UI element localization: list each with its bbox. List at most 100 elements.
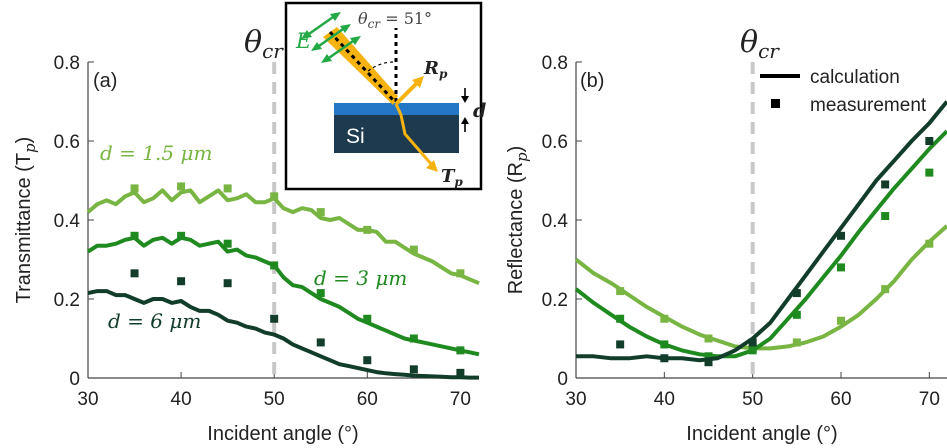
x-tick-label: 40 — [171, 389, 192, 410]
legend: calculation measurement — [760, 67, 927, 116]
inset-field-arrowhead-2a — [340, 24, 351, 33]
measurement-point — [704, 334, 713, 343]
crit-label-a-symbol: θ — [244, 25, 262, 60]
y-tick-label: 0.4 — [54, 211, 81, 232]
measurement-point — [316, 208, 325, 217]
measurement-point — [837, 231, 845, 240]
measurement-point — [130, 184, 139, 193]
measurement-point — [223, 279, 232, 288]
inset-angle-arc — [367, 61, 395, 72]
measurement-point — [837, 316, 845, 325]
y-tick-label: 0.4 — [542, 211, 569, 232]
y-tick-label: 0.2 — [54, 290, 80, 311]
y-tick-label: 0.6 — [542, 132, 568, 153]
measurement-point — [270, 314, 279, 323]
measurement-point — [409, 365, 418, 374]
inset-reflected-arrowhead — [412, 76, 424, 88]
series-label-d1: d = 1.5 μm — [100, 141, 212, 165]
panel-b-ylabel: Reflectance (Rp) — [505, 146, 531, 295]
x-tick-label: 60 — [830, 389, 851, 410]
measurement-point — [616, 314, 625, 323]
x-tick-label: 30 — [77, 389, 98, 410]
measurement-point — [660, 354, 669, 363]
measurement-point — [409, 334, 418, 343]
measurement-point — [177, 277, 186, 286]
measurement-point — [456, 346, 465, 355]
measurement-point — [925, 168, 934, 177]
panel-b-ylabel-sub: p — [513, 152, 531, 162]
x-tick-label: 60 — [357, 389, 378, 410]
measurement-point — [748, 346, 757, 355]
inset-rp-main: R — [423, 58, 439, 79]
inset-field-arrowhead-1b — [301, 30, 312, 39]
legend-calc-label: calculation — [810, 67, 900, 88]
inset-field-arrowhead-2b — [311, 42, 322, 51]
inset-rp-label: Rp — [423, 58, 448, 81]
series-label-d3: d = 6 μm — [108, 309, 201, 333]
measurement-point — [792, 338, 801, 347]
measurement-point — [704, 352, 713, 361]
measurement-point — [130, 231, 139, 240]
legend-meas-label: measurement — [810, 95, 927, 116]
panel-b: 30 40 50 60 70 0 0.2 0.4 0.6 0.8 (b) Incident ang… — [505, 53, 947, 445]
inset-tp-main: T — [441, 166, 456, 187]
measurement-point — [456, 269, 465, 278]
measurement-point — [748, 338, 757, 347]
panel-a-xlabel: Incident angle (°) — [207, 423, 358, 445]
inset-schematic: Si E θcr = 51° Rp Tp — [284, 1, 486, 191]
inset-frame — [284, 1, 483, 191]
inset-field-arrowheads — [301, 12, 361, 63]
measurement-point — [660, 314, 669, 323]
inset-theta-label: θcr = 51° — [358, 9, 432, 31]
inset-field-arrowhead-3a — [350, 36, 361, 45]
inset-field-arrow-1 — [305, 13, 337, 38]
measurement-point — [270, 261, 279, 270]
measurement-point — [837, 263, 845, 272]
y-tick-label: 0.8 — [542, 53, 568, 74]
panel-a-ylabel-sub: p — [21, 143, 39, 153]
series-label-d2: d = 3 μm — [314, 266, 407, 290]
measurement-point — [616, 340, 625, 349]
measurement-point — [660, 340, 669, 349]
inset-field-arrows — [305, 13, 357, 62]
inset-theta-sub: cr — [368, 17, 382, 31]
inset-coating-layer — [334, 103, 459, 115]
inset-rp-sub: p — [439, 67, 448, 81]
inset-tp-sub: p — [454, 175, 463, 189]
panel-b-xlabel: Incident angle (°) — [686, 423, 837, 445]
panel-a-ylabel: Transmittance (Tp) — [13, 137, 39, 304]
y-tick-label: 0.2 — [542, 290, 568, 311]
x-tick-label: 50 — [742, 389, 763, 410]
y-tick-label: 0.6 — [54, 132, 80, 153]
measurement-point — [363, 314, 372, 323]
y-tick-label: 0 — [69, 369, 80, 390]
inset-field-arrow-3 — [325, 37, 357, 62]
measurement-point — [130, 269, 139, 278]
measurement-point — [456, 368, 465, 377]
measurement-point — [270, 192, 279, 201]
panel-a-ylabel-end: ) — [13, 137, 35, 144]
measurement-point — [881, 212, 890, 221]
measurement-point — [409, 245, 418, 254]
y-tick-label: 0.8 — [54, 53, 80, 74]
inset-field-arrowhead-3b — [321, 54, 332, 63]
calc-curve-1 — [86, 188, 480, 286]
calc-curve-3 — [576, 100, 947, 363]
inset-si-label: Si — [346, 125, 365, 148]
measurement-point — [881, 180, 890, 189]
measurement-point — [177, 231, 186, 240]
crit-label-a: θcr — [244, 25, 284, 63]
measurement-point — [223, 184, 232, 193]
measurement-point — [925, 239, 934, 248]
x-tick-label: 30 — [565, 389, 586, 410]
calc-curve-2 — [574, 129, 947, 359]
measurement-point — [925, 137, 934, 145]
inset-transmitted-beam — [394, 103, 434, 166]
crit-label-b-sub: cr — [758, 39, 780, 63]
measurement-point — [316, 338, 325, 347]
inset-field-arrow-2 — [315, 25, 347, 50]
measurement-point — [792, 289, 801, 298]
inset-field-arrowhead-1a — [330, 12, 341, 21]
measurement-point — [881, 285, 890, 294]
